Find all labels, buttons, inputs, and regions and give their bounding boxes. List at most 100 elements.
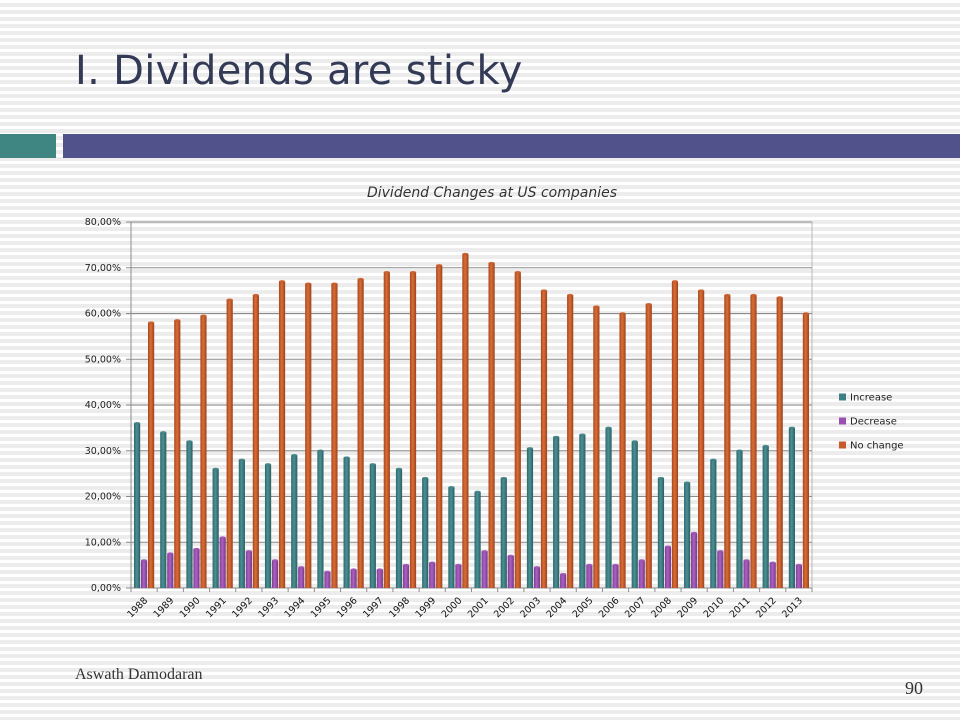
- bar-increase-1996: [343, 457, 350, 588]
- bar-decrease-1992: [245, 551, 252, 588]
- bar-cap-decrease-1994: [298, 566, 305, 569]
- bar-cap-increase-2001: [474, 490, 481, 494]
- bar-no-change-2008: [671, 281, 679, 588]
- bar-no-change-1995: [331, 283, 338, 588]
- bar-increase-1995: [317, 450, 324, 588]
- bar-cap-decrease-1998: [402, 563, 410, 567]
- bar-cap-no-change-2009: [698, 289, 705, 292]
- x-tick-label-1998: 1998: [387, 595, 412, 620]
- bar-decrease-2006: [612, 565, 619, 588]
- bar-cap-no-change-1992: [252, 293, 259, 297]
- bar-increase-2008: [657, 478, 665, 588]
- bar-no-change-2010: [724, 295, 731, 588]
- y-tick-label: 70,00%: [85, 263, 121, 274]
- bar-cap-increase-2002: [500, 476, 507, 480]
- bar-cap-no-change-2008: [671, 280, 679, 283]
- bar-cap-no-change-1995: [331, 282, 338, 286]
- x-tick-label-2007: 2007: [623, 595, 648, 620]
- x-tick-label-2011: 2011: [728, 595, 753, 620]
- legend-label-decrease: Decrease: [850, 417, 897, 428]
- bar-no-change-1996: [357, 279, 364, 588]
- bar-cap-increase-2010: [710, 458, 717, 462]
- bar-cap-increase-2003: [526, 447, 534, 450]
- bar-increase-2009: [684, 482, 691, 588]
- bar-increase-1999: [422, 478, 429, 588]
- bar-cap-increase-1999: [422, 476, 429, 480]
- bar-cap-decrease-2000: [455, 563, 462, 567]
- bar-decrease-2001: [481, 551, 488, 588]
- accent-bar-indigo: [63, 134, 960, 158]
- bar-cap-decrease-1989: [167, 552, 174, 555]
- bar-decrease-1989: [167, 553, 174, 588]
- x-tick-label-2003: 2003: [518, 595, 543, 620]
- bar-decrease-2012: [769, 562, 776, 588]
- bar-increase-2000: [448, 487, 455, 588]
- bar-increase-2010: [710, 459, 717, 588]
- bar-cap-no-change-2007: [645, 303, 652, 306]
- bar-no-change-1993: [278, 281, 286, 588]
- bar-cap-increase-2006: [605, 426, 612, 430]
- bar-cap-decrease-1993: [271, 559, 279, 562]
- bar-cap-no-change-1994: [305, 282, 312, 286]
- bar-cap-no-change-1998: [409, 271, 417, 274]
- bar-no-change-1989: [174, 320, 181, 588]
- bar-increase-1993: [264, 464, 272, 588]
- bar-cap-no-change-2002: [514, 271, 521, 274]
- x-tick-label-1994: 1994: [282, 595, 307, 620]
- bar-decrease-1997: [376, 569, 383, 588]
- x-tick-label-2012: 2012: [754, 595, 779, 620]
- bar-increase-1991: [212, 469, 219, 588]
- x-tick-label-2008: 2008: [649, 595, 674, 620]
- bar-cap-decrease-1991: [219, 536, 226, 539]
- x-tick-label-1988: 1988: [125, 595, 150, 620]
- bar-decrease-2000: [455, 565, 462, 588]
- bar-cap-decrease-2005: [586, 563, 593, 567]
- bar-cap-no-change-1991: [226, 298, 233, 302]
- bar-increase-2012: [762, 446, 769, 588]
- bar-cap-increase-1990: [186, 440, 193, 443]
- bar-decrease-1994: [298, 567, 305, 588]
- bar-cap-decrease-2010: [717, 550, 724, 553]
- chart-title: Dividend Changes at US companies: [367, 185, 617, 201]
- bar-increase-1994: [291, 455, 298, 588]
- bar-increase-2013: [788, 427, 796, 588]
- bar-cap-decrease-2004: [560, 572, 567, 576]
- slide-title: I. Dividends are sticky: [75, 48, 523, 94]
- bar-no-change-1994: [305, 283, 312, 588]
- y-tick-label: 30,00%: [85, 446, 121, 457]
- bar-decrease-2013: [795, 565, 803, 588]
- bar-cap-no-change-1996: [357, 277, 364, 281]
- bar-cap-decrease-2012: [769, 561, 776, 565]
- bar-decrease-2003: [533, 567, 541, 588]
- x-tick-label-1989: 1989: [152, 595, 177, 620]
- bar-decrease-1988: [140, 560, 148, 588]
- x-tick-label-1992: 1992: [230, 595, 255, 620]
- bar-decrease-1990: [193, 549, 200, 588]
- bar-cap-decrease-2013: [795, 563, 803, 567]
- bar-cap-no-change-1988: [147, 321, 155, 324]
- x-tick-label-1997: 1997: [361, 595, 386, 620]
- bar-cap-no-change-2000: [462, 252, 469, 256]
- bar-decrease-2011: [743, 560, 750, 588]
- accent-bar-teal: [0, 134, 56, 158]
- bar-cap-increase-1997: [369, 463, 376, 466]
- bar-decrease-2004: [560, 574, 567, 588]
- bar-increase-2007: [631, 441, 638, 588]
- bar-no-change-1991: [226, 299, 233, 588]
- y-tick-label: 10,00%: [85, 537, 121, 548]
- bar-no-change-2013: [802, 313, 810, 588]
- bar-cap-no-change-1999: [436, 264, 443, 267]
- bar-increase-2002: [500, 478, 507, 588]
- x-tick-label-1999: 1999: [413, 595, 438, 620]
- bar-cap-increase-2011: [736, 449, 743, 453]
- bar-no-change-2007: [645, 304, 652, 588]
- bar-decrease-2002: [507, 555, 514, 588]
- bar-cap-increase-1996: [343, 456, 350, 459]
- bar-cap-increase-2013: [788, 426, 796, 430]
- bar-cap-increase-1991: [212, 467, 219, 471]
- bar-cap-increase-2009: [684, 481, 691, 485]
- x-tick-label-2000: 2000: [440, 595, 465, 620]
- bar-cap-increase-1994: [291, 454, 298, 457]
- legend-swatch-no-change: [839, 441, 846, 449]
- bar-cap-increase-1993: [264, 463, 272, 466]
